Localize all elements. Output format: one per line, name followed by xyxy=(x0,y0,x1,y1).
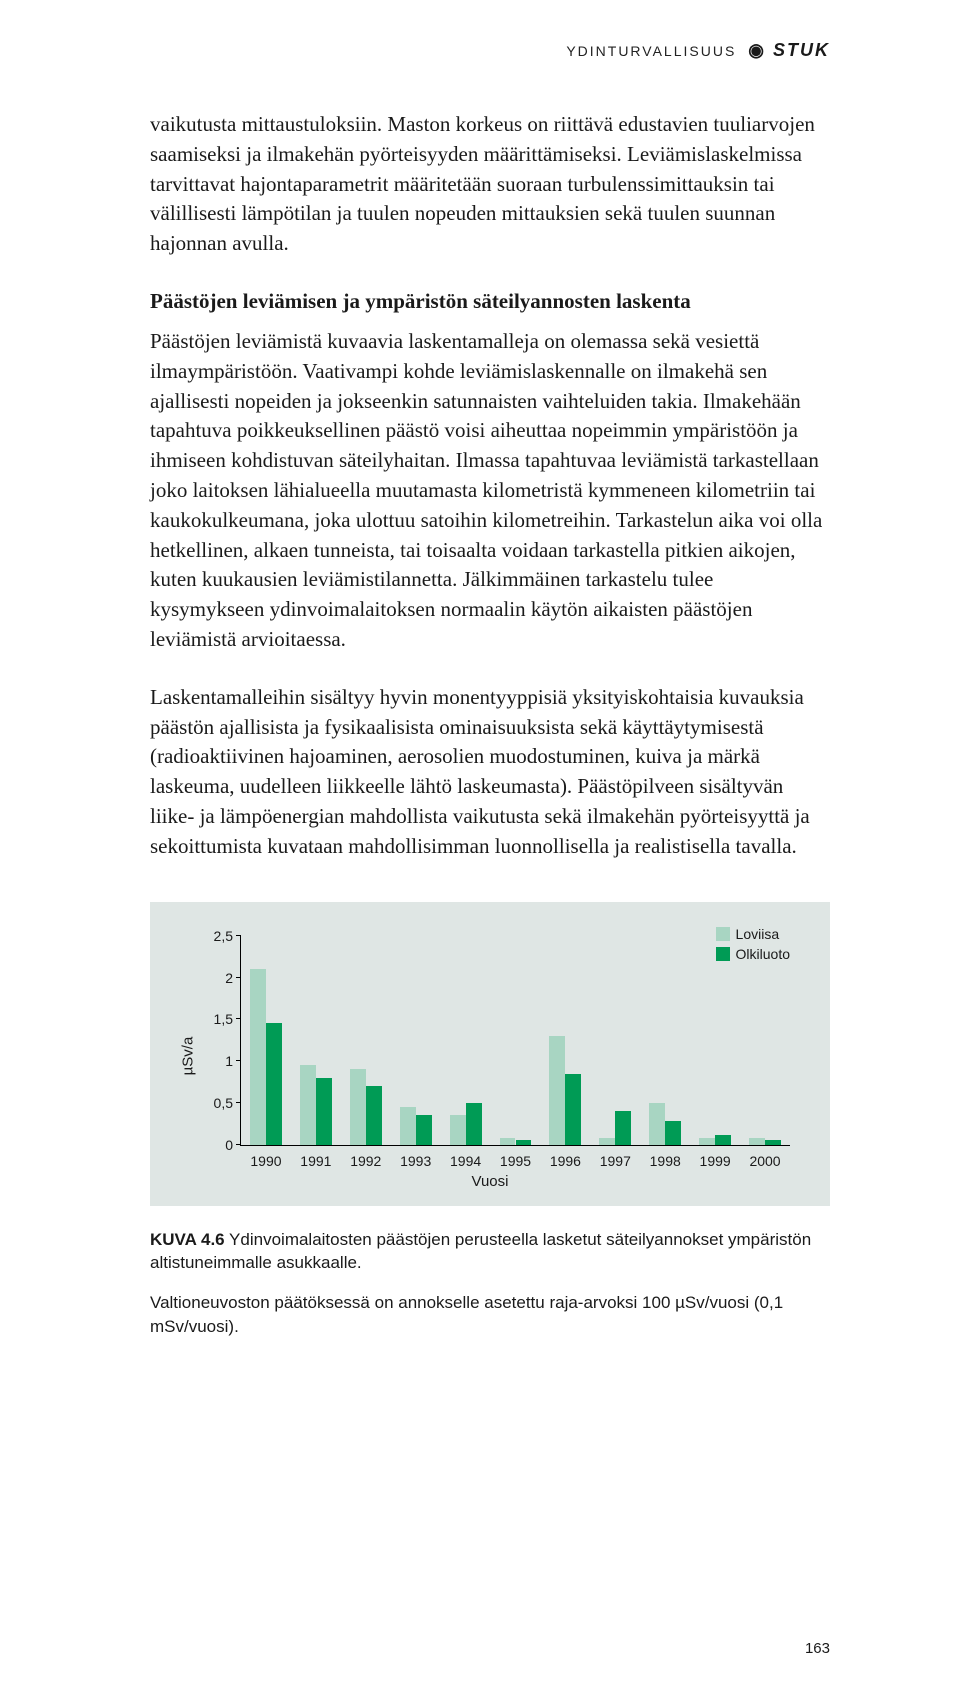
bar xyxy=(300,1065,316,1144)
caption-note: Valtioneuvoston päätöksessä on annoksell… xyxy=(150,1291,830,1339)
bar xyxy=(450,1115,466,1144)
xtick-label: 1998 xyxy=(650,1153,681,1169)
bar xyxy=(565,1074,581,1145)
figure-caption: KUVA 4.6 Ydinvoimalaitosten päästöjen pe… xyxy=(150,1228,830,1339)
bar xyxy=(665,1121,681,1144)
bar xyxy=(366,1086,382,1145)
bar xyxy=(350,1069,366,1144)
chart-plot-area: 00,511,522,51990199119921993199419951996… xyxy=(240,936,790,1146)
xtick-label: 1997 xyxy=(600,1153,631,1169)
header-logo: STUK xyxy=(748,40,830,61)
caption-lead: KUVA 4.6 xyxy=(150,1230,225,1249)
paragraph-3: Laskentamalleihin sisältyy hyvin monenty… xyxy=(150,683,830,862)
bar xyxy=(400,1107,416,1145)
bar xyxy=(765,1140,781,1145)
bar xyxy=(316,1078,332,1145)
header-section: YDINTURVALLISUUS xyxy=(566,43,736,59)
ytick-label: 0 xyxy=(193,1137,233,1153)
xtick-label: 1991 xyxy=(300,1153,331,1169)
bar xyxy=(416,1115,432,1144)
ytick-label: 0,5 xyxy=(193,1095,233,1111)
xtick-label: 1994 xyxy=(450,1153,481,1169)
bar xyxy=(266,1023,282,1144)
ytick-label: 2,5 xyxy=(193,928,233,944)
ytick-label: 1 xyxy=(193,1053,233,1069)
bar xyxy=(615,1111,631,1144)
paragraph-1: vaikutusta mittaustuloksiin. Maston kork… xyxy=(150,110,830,259)
xtick-label: 1995 xyxy=(500,1153,531,1169)
paragraph-2: Päästöjen leviämistä kuvaavia laskentama… xyxy=(150,327,830,655)
bar xyxy=(599,1138,615,1145)
bar xyxy=(715,1135,731,1145)
xtick-label: 1992 xyxy=(350,1153,381,1169)
bar xyxy=(749,1138,765,1145)
xtick-label: 1996 xyxy=(550,1153,581,1169)
caption-title: KUVA 4.6 Ydinvoimalaitosten päästöjen pe… xyxy=(150,1228,830,1276)
ytick-label: 1,5 xyxy=(193,1011,233,1027)
page-header: YDINTURVALLISUUS STUK xyxy=(566,40,830,61)
bar xyxy=(699,1138,715,1145)
xtick-label: 1999 xyxy=(700,1153,731,1169)
body-text: vaikutusta mittaustuloksiin. Maston kork… xyxy=(150,110,830,862)
xtick-label: 1993 xyxy=(400,1153,431,1169)
bar xyxy=(500,1138,516,1145)
subheading: Päästöjen leviämisen ja ympäristön sätei… xyxy=(150,287,830,317)
xtick-label: 1990 xyxy=(250,1153,281,1169)
bar xyxy=(516,1140,532,1145)
caption-text: Ydinvoimalaitosten päästöjen perusteella… xyxy=(150,1230,811,1273)
chart-container: µSv/a Loviisa Olkiluoto 00,511,522,51990… xyxy=(150,902,830,1206)
page-number: 163 xyxy=(805,1640,830,1657)
bar xyxy=(649,1103,665,1145)
bar xyxy=(250,969,266,1145)
chart-xlabel: Vuosi xyxy=(472,1173,509,1190)
ytick-label: 2 xyxy=(193,970,233,986)
bar xyxy=(466,1103,482,1145)
bar xyxy=(549,1036,565,1145)
xtick-label: 2000 xyxy=(749,1153,780,1169)
